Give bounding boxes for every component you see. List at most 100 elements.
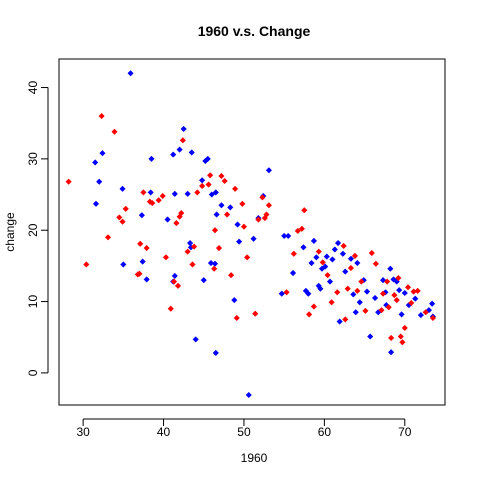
data-point	[207, 172, 214, 179]
data-point	[334, 239, 342, 247]
data-point	[252, 310, 259, 317]
data-point	[231, 296, 238, 304]
y-tick-label: 40	[26, 81, 40, 95]
data-point	[390, 276, 397, 283]
data-point	[148, 155, 155, 163]
data-point	[190, 243, 198, 250]
data-point	[398, 311, 405, 318]
data-point	[363, 288, 371, 295]
data-point	[324, 272, 331, 279]
data-point	[391, 291, 398, 299]
data-point	[171, 190, 178, 197]
y-axis: 0 10 20 30 40	[26, 81, 49, 376]
data-point	[188, 149, 195, 156]
data-point	[379, 277, 387, 284]
data-point	[342, 268, 349, 275]
data-point	[205, 181, 212, 188]
data-point	[136, 270, 143, 277]
data-point	[319, 259, 326, 266]
data-point	[358, 278, 365, 285]
data-point	[140, 189, 147, 196]
data-point	[315, 248, 322, 255]
data-point	[347, 264, 355, 272]
data-point	[207, 259, 215, 267]
data-point	[372, 260, 379, 267]
data-point	[285, 232, 292, 240]
data-point	[167, 305, 174, 312]
data-point	[356, 299, 363, 306]
x-tick-label: 40	[157, 425, 171, 439]
data-point	[192, 336, 199, 343]
data-points	[65, 70, 437, 399]
data-point	[301, 207, 308, 214]
data-point	[98, 112, 105, 120]
data-point	[317, 285, 324, 292]
data-point	[305, 290, 312, 297]
data-point	[395, 274, 402, 282]
data-point	[305, 311, 313, 318]
data-point	[351, 252, 359, 260]
data-point	[399, 339, 406, 346]
data-point	[159, 192, 166, 200]
data-point	[310, 237, 318, 245]
data-point	[143, 276, 150, 283]
data-point	[401, 324, 408, 332]
data-point	[204, 155, 211, 163]
data-point	[342, 316, 349, 323]
data-point	[171, 272, 178, 280]
data-point	[283, 289, 290, 296]
data-point	[408, 299, 415, 307]
data-point	[331, 246, 338, 253]
data-point	[96, 178, 103, 185]
data-point	[211, 260, 219, 267]
data-point	[120, 261, 127, 268]
data-point	[387, 334, 395, 342]
data-point	[362, 307, 369, 314]
data-point	[396, 286, 403, 294]
data-point	[223, 211, 231, 218]
data-point	[178, 209, 185, 217]
data-point	[428, 300, 436, 307]
data-point	[65, 178, 72, 185]
data-point	[294, 227, 301, 235]
data-point	[173, 219, 180, 227]
data-point	[176, 146, 183, 153]
data-point	[255, 216, 262, 223]
data-point	[200, 277, 207, 284]
data-point	[250, 235, 257, 242]
data-point	[227, 272, 235, 279]
data-point	[231, 185, 239, 192]
plot-area	[58, 58, 446, 406]
data-point	[310, 303, 318, 310]
data-point	[383, 278, 391, 285]
data-point	[218, 172, 225, 180]
data-point	[240, 223, 248, 230]
data-point	[300, 244, 307, 251]
data-point	[147, 189, 154, 196]
data-point	[339, 250, 347, 257]
data-point	[194, 189, 201, 196]
data-point	[189, 261, 196, 268]
data-point	[83, 261, 90, 268]
data-point	[127, 70, 134, 77]
data-point	[259, 194, 266, 201]
data-point	[92, 159, 99, 166]
x-tick-label: 70	[398, 425, 412, 439]
data-point	[119, 185, 126, 192]
data-point	[336, 318, 343, 325]
data-point	[244, 254, 251, 261]
data-point	[354, 287, 361, 295]
data-point	[387, 265, 394, 272]
y-tick-label: 20	[26, 223, 40, 237]
data-point	[213, 211, 220, 218]
data-point	[162, 254, 170, 261]
data-point	[313, 254, 320, 261]
data-point	[368, 249, 375, 257]
data-point	[263, 211, 270, 218]
data-point	[221, 177, 228, 185]
data-point	[401, 289, 408, 297]
data-point	[387, 349, 395, 356]
data-point	[352, 309, 359, 316]
data-point	[227, 204, 234, 211]
